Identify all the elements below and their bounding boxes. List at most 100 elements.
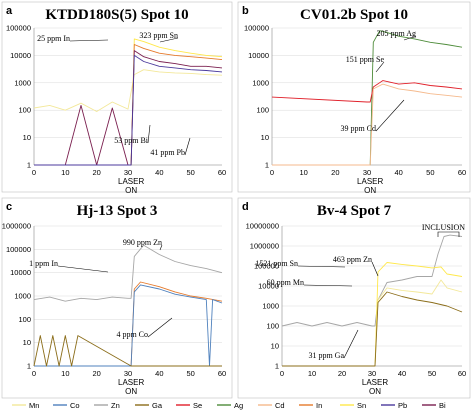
y-tick-label: 10000	[10, 51, 31, 60]
legend-item-in: In	[299, 401, 322, 410]
y-tick-label: 100	[266, 322, 279, 331]
legend-label: Sn	[357, 401, 366, 410]
legend-label: Zn	[111, 401, 120, 410]
legend-item-pb: Pb	[381, 401, 407, 410]
x-tick-label: 30	[124, 369, 132, 378]
x-axis-label: ON	[364, 186, 376, 195]
annotation-label: 31 ppm Ga	[308, 351, 344, 360]
annotation-arrow	[147, 317, 173, 338]
y-tick-label: 100000	[244, 24, 269, 33]
legend-label: Ag	[234, 401, 243, 410]
x-tick-label: 40	[155, 168, 163, 177]
series-cd-line	[272, 83, 463, 166]
series-ga-line	[33, 335, 222, 367]
y-tick-label: 100	[18, 315, 31, 324]
annotation-arrow	[297, 265, 346, 268]
annotation-label: 53 ppm Bi	[114, 136, 149, 145]
annotation-arrow	[184, 137, 191, 156]
legend-label: Cd	[275, 401, 285, 410]
series-zn-line	[33, 244, 223, 302]
annotation-label: 39 ppm Cd	[340, 124, 376, 133]
panel-d: d Bv-4 Spot 71101001000100001000001000000…	[237, 197, 471, 399]
y-tick-label: 1000000	[250, 242, 279, 251]
x-tick-label: 40	[398, 369, 406, 378]
y-tick-label: 100000	[6, 24, 31, 33]
annotation-arrow	[343, 329, 359, 359]
y-tick-label: 1	[27, 161, 31, 170]
x-tick-label: 60	[458, 369, 466, 378]
annotation-label: 323 ppm Sn	[139, 31, 178, 40]
y-tick-label: 100	[256, 106, 269, 115]
x-tick-label: 10	[61, 369, 69, 378]
x-tick-label: 60	[458, 168, 466, 177]
y-tick-label: 100000	[6, 245, 31, 254]
annotation-arrow	[375, 61, 385, 73]
x-axis-label: ON	[369, 387, 381, 396]
legend-item-cd: Cd	[258, 401, 285, 410]
series-ag-line	[272, 30, 463, 166]
chart-panels: a KTDD180S(5) Spot 1011010010001000010000…	[1, 1, 471, 399]
x-tick-label: 30	[363, 168, 371, 177]
panel-frame	[237, 197, 471, 399]
legend-item-ga: Ga	[135, 401, 163, 410]
x-tick-label: 0	[32, 369, 36, 378]
series-mn-line	[33, 69, 223, 112]
inclusion-bracket	[437, 231, 460, 237]
annotation-arrow	[159, 244, 163, 251]
panel-c: c Hj-13 Spot 3110100100010000100000100000…	[1, 197, 233, 399]
x-tick-label: 50	[186, 369, 194, 378]
x-tick-label: 40	[155, 369, 163, 378]
x-tick-label: 40	[394, 168, 402, 177]
legend-label: Pb	[398, 401, 407, 410]
legend-item-co: Co	[53, 401, 80, 410]
series-pb-line	[34, 54, 223, 166]
y-tick-label: 10	[23, 133, 31, 142]
y-tick-label: 100000	[254, 262, 279, 271]
x-tick-label: 10	[299, 168, 307, 177]
annotation-label: 151 ppm Se	[346, 55, 385, 64]
legend: Mn Co Zn Ga Se Ag Cd In Sn Pb Bi	[12, 401, 446, 410]
x-tick-label: 20	[331, 168, 339, 177]
x-tick-label: 0	[32, 168, 36, 177]
y-tick-label: 10	[23, 338, 31, 347]
y-tick-label: 10000	[10, 268, 31, 277]
x-axis-label: ON	[125, 387, 137, 396]
y-tick-label: 1000	[14, 292, 31, 301]
y-tick-label: 1	[27, 362, 31, 371]
x-tick-label: 20	[92, 168, 100, 177]
x-axis-label: LASER	[118, 378, 144, 387]
annotation-arrow	[375, 99, 405, 132]
panel-letter: b	[242, 5, 249, 17]
x-axis-label: ON	[125, 186, 137, 195]
legend-label: In	[316, 401, 322, 410]
annotation-arrow	[147, 124, 151, 144]
panel-title: Bv-4 Spot 7	[317, 203, 392, 219]
y-tick-label: 1	[275, 362, 279, 371]
x-axis-label: LASER	[362, 378, 388, 387]
annotation-label: 60 ppm Mn	[267, 278, 304, 287]
x-axis-label: LASER	[118, 177, 144, 186]
legend-item-bi: Bi	[422, 401, 446, 410]
x-tick-label: 60	[218, 168, 226, 177]
x-axis-label: LASER	[357, 177, 383, 186]
legend-label: Mn	[29, 401, 39, 410]
legend-item-mn: Mn	[12, 401, 39, 410]
y-tick-label: 10	[271, 342, 279, 351]
panel-letter: c	[6, 201, 12, 213]
legend-item-se: Se	[176, 401, 202, 410]
y-tick-label: 10000	[248, 51, 269, 60]
y-tick-label: 100	[18, 106, 31, 115]
panel-letter: a	[6, 5, 13, 17]
y-tick-label: 1000	[14, 78, 31, 87]
x-tick-label: 50	[428, 369, 436, 378]
legend-item-sn: Sn	[340, 401, 366, 410]
annotation-label: 41 ppm Pb	[150, 148, 185, 157]
series-sn-line	[282, 262, 463, 367]
annotation-arrow	[57, 265, 109, 273]
x-tick-label: 30	[124, 168, 132, 177]
legend-label: Co	[70, 401, 80, 410]
x-tick-label: 50	[426, 168, 434, 177]
annotation-label: 205 ppm Ag	[376, 29, 416, 38]
annotation-arrow	[159, 37, 179, 43]
